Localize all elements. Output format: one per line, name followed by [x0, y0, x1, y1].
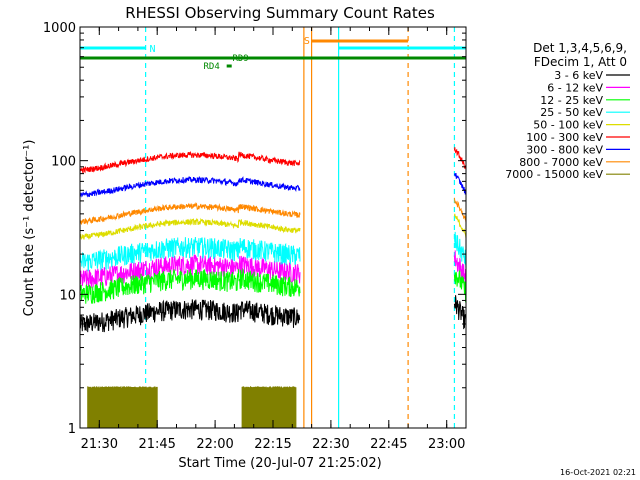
- series-line-8: [87, 386, 297, 428]
- saa-label: S: [304, 36, 310, 47]
- legend-label-8: 7000 - 15000 keV: [505, 168, 603, 181]
- series-tail-6: [453, 172, 467, 195]
- legend: Det 1,3,4,5,6,9, FDecim 1, Att 0 3 - 6 k…: [505, 41, 630, 181]
- series-tail-1: [453, 250, 467, 287]
- x-tick-label: 21:30: [81, 437, 118, 452]
- legend-header-line-1: Det 1,3,4,5,6,9,: [533, 41, 627, 55]
- y-axis: 1 10 100 1000: [43, 21, 466, 437]
- series-line-3: [79, 237, 301, 272]
- series-tail-3: [453, 231, 467, 269]
- series-group: [79, 147, 467, 428]
- y-tick-label: 100: [51, 155, 76, 170]
- x-tick-label: 22:00: [196, 437, 233, 452]
- x-tick-label: 21:45: [138, 437, 175, 452]
- legend-label-2: 12 - 25 keV: [540, 94, 603, 107]
- x-axis-label: Start Time (20-Jul-07 21:25:02): [178, 456, 381, 471]
- legend-header-line-2: FDecim 1, Att 0: [534, 55, 627, 69]
- x-axis: 21:30 21:45 22:00 22:15 22:30 22:45 23:00: [81, 27, 465, 452]
- legend-label-0: 3 - 6 keV: [554, 69, 603, 82]
- series-tail-7: [453, 197, 467, 223]
- x-tick-label: 22:15: [254, 437, 291, 452]
- series-line-6: [79, 175, 301, 198]
- series-tail-5: [453, 147, 467, 171]
- series-tail-0: [453, 295, 467, 330]
- legend-label-5: 100 - 300 keV: [526, 131, 603, 144]
- series-tail-4: [453, 213, 467, 239]
- legend-label-4: 50 - 100 keV: [533, 119, 603, 132]
- series-line-1: [79, 254, 301, 289]
- footer-timestamp: 16-Oct-2021 02:21: [560, 468, 636, 477]
- series-tail-2: [453, 270, 467, 303]
- series-line-5: [79, 150, 301, 175]
- x-tick-label: 22:30: [312, 437, 349, 452]
- series-line-2: [79, 267, 301, 305]
- x-tick-label: 23:00: [428, 437, 465, 452]
- legend-label-1: 6 - 12 keV: [547, 81, 603, 94]
- y-axis-label: Count Rate (s⁻¹ detector⁻¹): [22, 140, 37, 317]
- y-tick-label: 1000: [43, 21, 76, 36]
- rd9-label: RD9: [232, 54, 248, 64]
- legend-label-3: 25 - 50 keV: [540, 106, 603, 119]
- series-line-0: [79, 299, 301, 333]
- legend-label-6: 300 - 800 keV: [526, 143, 603, 156]
- plot-lines: [145, 27, 456, 428]
- x-tick-label: 22:45: [370, 437, 407, 452]
- night-label: N: [149, 44, 155, 55]
- y-tick-label: 10: [59, 288, 76, 303]
- series-line-7: [79, 202, 301, 226]
- legend-label-7: 800 - 7000 keV: [519, 156, 603, 169]
- chart-title: RHESSI Observing Summary Count Rates: [125, 4, 435, 22]
- y-tick-label: 1: [68, 422, 76, 437]
- series-line-4: [79, 217, 301, 240]
- annotation-group: N S RD9 RD4: [80, 36, 466, 72]
- rd4-label: RD4: [204, 62, 220, 72]
